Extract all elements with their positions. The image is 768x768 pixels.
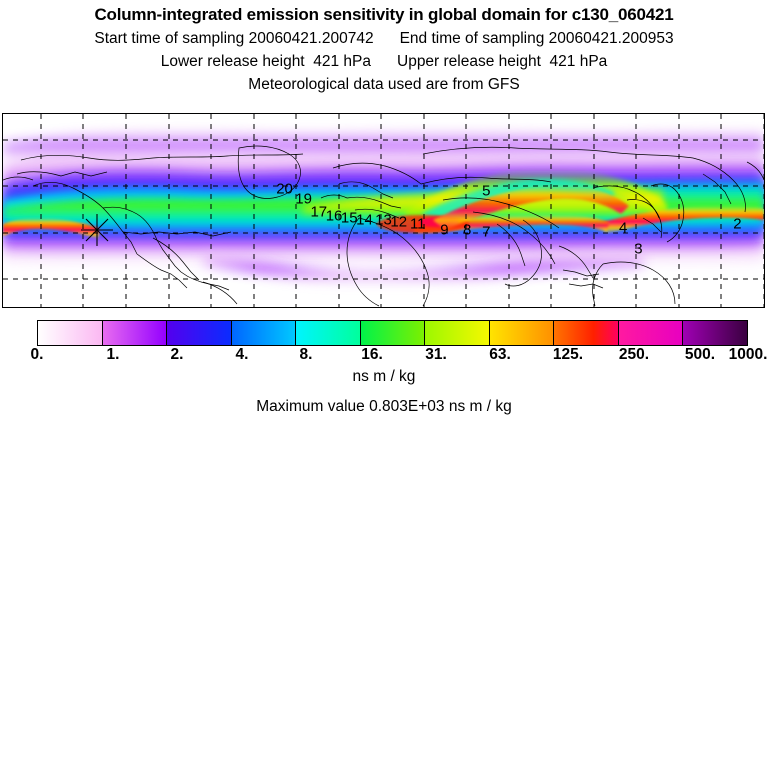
upper-release-label: Upper release height — [397, 53, 541, 70]
colorbar-segment — [554, 321, 619, 345]
colorbar-tick: 500. — [684, 346, 716, 363]
coastline-overlay — [3, 145, 764, 307]
trajectory-hour-labels: 20 19 17 16 15 14 13 12 11 9 8 7 5 4 3 2 — [3, 114, 764, 307]
sampling-time-row: Start time of sampling 20060421.200742 En… — [0, 27, 768, 50]
colorbar-tick: 2. — [170, 346, 184, 363]
colorbar-tick: 1. — [106, 346, 120, 363]
plume-filament-pacific-east — [603, 205, 764, 234]
colorbar-tick-labels: 0. 1. 2. 4. 8. 16. 31. 63. 125. 250. 500… — [0, 346, 768, 366]
traj-label: 3 — [634, 240, 643, 258]
traj-label: 15 — [340, 209, 358, 227]
traj-label: 5 — [482, 182, 491, 200]
colorbar[interactable] — [37, 320, 748, 346]
traj-label: 14 — [356, 211, 373, 229]
release-height-row: Lower release height 421 hPa Upper releas… — [0, 50, 768, 73]
plume-polar-fringe — [3, 128, 764, 162]
plume-filament-pacific-west — [3, 218, 99, 239]
colorbar-tick: 125. — [552, 346, 584, 363]
start-time-label: Start time of sampling — [94, 30, 245, 47]
colorbar-tick: 8. — [299, 346, 313, 363]
maximum-value-label: Maximum value 0.803E+03 ns m / kg — [256, 398, 512, 415]
traj-label: 19 — [295, 190, 312, 208]
traj-label: 8 — [463, 221, 472, 239]
traj-label: 20 — [276, 180, 293, 198]
traj-label: 9 — [440, 221, 449, 239]
met-data-line: Meteorological data used are from GFS — [248, 76, 520, 93]
start-time-value: 20060421.200742 — [248, 30, 374, 47]
colorbar-units-label: ns m / kg — [352, 368, 416, 385]
plume-southern-tail — [203, 252, 643, 285]
colorbar-segment — [167, 321, 232, 345]
colorbar-segment — [425, 321, 490, 345]
end-time-value: 20060421.200953 — [548, 30, 674, 47]
traj-label: 2 — [733, 215, 742, 233]
colorbar-segment — [38, 321, 103, 345]
lower-release-label: Lower release height — [160, 53, 305, 70]
traj-label: 12 — [390, 213, 408, 231]
colorbar-tick: 31. — [425, 346, 447, 363]
colorbar-segment — [296, 321, 361, 345]
colorbar-segment — [360, 321, 426, 345]
traj-label: 13 — [375, 211, 392, 229]
traj-label: 16 — [325, 207, 343, 225]
colorbar-tick: 4. — [235, 346, 249, 363]
lat-lon-gridlines — [3, 114, 764, 307]
release-point-marker — [81, 214, 113, 246]
plot-header: Column-integrated emission sensitivity i… — [0, 0, 768, 96]
plume-ribbon-central-asia — [433, 184, 629, 230]
map-panel[interactable]: 20 19 17 16 15 14 13 12 11 9 8 7 5 4 3 2 — [2, 113, 765, 308]
emission-sensitivity-plume — [3, 128, 764, 285]
colorbar-segment — [231, 321, 297, 345]
colorbar-tick: 250. — [618, 346, 650, 363]
traj-label: 7 — [482, 223, 491, 241]
traj-label: 11 — [409, 215, 426, 233]
colorbar-tick: 16. — [361, 346, 383, 363]
colorbar-tick: 63. — [489, 346, 511, 363]
lower-release-value: 421 hPa — [313, 53, 371, 70]
colorbar-segment — [489, 321, 555, 345]
colorbar-segment — [102, 321, 168, 345]
colorbar-segment — [618, 321, 684, 345]
colorbar-segment — [683, 321, 748, 345]
colorbar-tick: 0. — [30, 346, 44, 363]
page-title: Column-integrated emission sensitivity i… — [94, 5, 674, 24]
traj-label: 4 — [619, 219, 628, 237]
colorbar-tick: 1000. — [728, 346, 768, 363]
traj-label: 17 — [310, 203, 328, 221]
upper-release-value: 421 hPa — [549, 53, 608, 70]
end-time-label: End time of sampling — [399, 30, 545, 47]
map-canvas: 20 19 17 16 15 14 13 12 11 9 8 7 5 4 3 2 — [3, 114, 764, 307]
